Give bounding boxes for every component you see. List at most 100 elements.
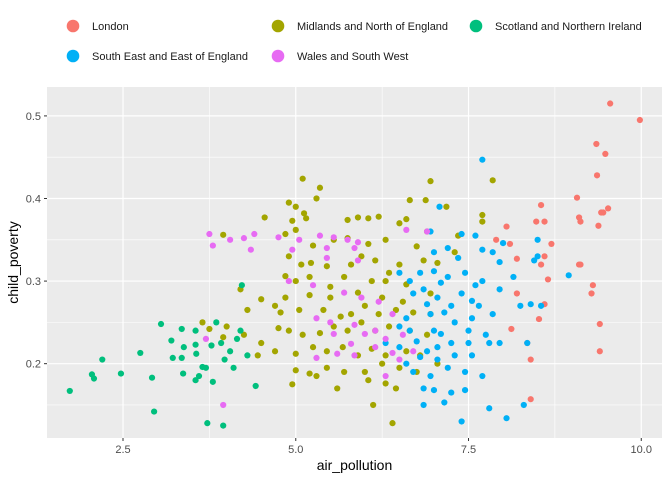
point-wales-and-south-west	[206, 230, 213, 238]
point-scotland-and-northern-ireland	[202, 364, 210, 371]
point-london	[527, 396, 534, 403]
point-scotland-and-northern-ireland	[218, 339, 225, 347]
point-south-east-and-east-of-england	[486, 405, 493, 412]
point-south-east-and-east-of-england	[410, 290, 417, 297]
point-midlands-and-north-of-england	[339, 344, 346, 351]
point-south-east-and-east-of-england	[489, 249, 496, 256]
point-midlands-and-north-of-england	[334, 385, 341, 392]
point-south-east-and-east-of-england	[410, 368, 417, 376]
point-midlands-and-north-of-england	[375, 213, 382, 220]
point-wales-and-south-west	[351, 352, 358, 359]
point-wales-and-south-west	[240, 235, 248, 242]
point-midlands-and-north-of-england	[298, 261, 305, 268]
point-london	[506, 240, 514, 248]
point-wales-and-south-west	[296, 236, 303, 243]
point-midlands-and-north-of-england	[330, 323, 337, 330]
point-wales-and-south-west	[354, 239, 362, 246]
point-south-east-and-east-of-england	[517, 302, 524, 309]
point-south-east-and-east-of-england	[496, 339, 503, 347]
point-south-east-and-east-of-england	[448, 302, 455, 309]
point-london	[503, 223, 510, 230]
point-south-east-and-east-of-england	[565, 272, 572, 279]
point-south-east-and-east-of-england	[461, 386, 469, 394]
point-midlands-and-north-of-england	[341, 273, 348, 281]
point-south-east-and-east-of-england	[496, 258, 503, 266]
y-tick-label: 0.2	[26, 359, 41, 371]
point-midlands-and-north-of-england	[261, 214, 268, 221]
point-wales-and-south-west	[220, 401, 227, 409]
point-scotland-and-northern-ireland	[66, 387, 73, 395]
point-wales-and-south-west	[202, 335, 210, 342]
point-midlands-and-north-of-england	[361, 368, 368, 376]
point-midlands-and-north-of-england	[282, 273, 289, 280]
point-midlands-and-north-of-england	[309, 344, 317, 351]
point-wales-and-south-west	[341, 289, 348, 296]
point-london	[589, 282, 596, 289]
point-south-east-and-east-of-england	[403, 360, 410, 367]
point-scotland-and-northern-ireland	[157, 320, 165, 328]
point-scotland-and-northern-ireland	[148, 374, 156, 381]
point-midlands-and-north-of-england	[306, 370, 313, 377]
point-midlands-and-north-of-england	[306, 292, 313, 299]
point-midlands-and-north-of-england	[289, 381, 296, 388]
point-midlands-and-north-of-england	[399, 298, 406, 305]
point-midlands-and-north-of-england	[285, 327, 292, 334]
point-scotland-and-northern-ireland	[178, 354, 185, 361]
point-midlands-and-north-of-england	[223, 323, 230, 330]
data-points	[66, 100, 643, 429]
point-london	[607, 100, 614, 107]
point-london	[636, 116, 643, 124]
point-wales-and-south-west	[351, 244, 358, 252]
point-wales-and-south-west	[372, 327, 379, 334]
point-midlands-and-north-of-england	[323, 263, 330, 270]
point-midlands-and-north-of-england	[285, 199, 292, 206]
point-midlands-and-north-of-england	[379, 294, 386, 301]
point-south-east-and-east-of-england	[534, 253, 541, 260]
point-london	[535, 315, 543, 323]
point-london	[548, 240, 555, 248]
point-midlands-and-north-of-england	[258, 339, 265, 347]
point-midlands-and-north-of-england	[451, 249, 458, 256]
point-midlands-and-north-of-england	[199, 319, 206, 326]
point-south-east-and-east-of-england	[430, 268, 438, 275]
point-midlands-and-north-of-england	[427, 178, 434, 185]
point-scotland-and-northern-ireland	[180, 370, 187, 377]
point-south-east-and-east-of-england	[413, 338, 420, 345]
legend-item-wales-and-south-west: Wales and South West	[271, 49, 408, 63]
point-midlands-and-north-of-england	[358, 253, 365, 260]
point-london	[513, 255, 520, 262]
point-london	[493, 236, 500, 243]
legend-key	[66, 49, 80, 63]
point-london	[513, 290, 520, 297]
point-south-east-and-east-of-england	[468, 315, 476, 322]
point-south-east-and-east-of-england	[465, 339, 472, 347]
point-wales-and-south-west	[313, 315, 320, 322]
point-midlands-and-north-of-england	[368, 277, 375, 285]
point-london	[596, 320, 603, 328]
point-midlands-and-north-of-england	[382, 352, 389, 359]
point-midlands-and-north-of-england	[403, 216, 410, 223]
point-south-east-and-east-of-england	[448, 389, 455, 396]
point-midlands-and-north-of-england	[382, 380, 389, 387]
point-wales-and-south-west	[323, 254, 330, 262]
point-scotland-and-northern-ireland	[137, 349, 144, 357]
point-wales-and-south-west	[334, 350, 341, 357]
point-midlands-and-north-of-england	[479, 218, 486, 225]
point-south-east-and-east-of-england	[472, 232, 479, 239]
point-london	[605, 205, 612, 212]
point-midlands-and-north-of-england	[489, 177, 496, 184]
point-midlands-and-north-of-england	[254, 352, 261, 359]
point-wales-and-south-west	[313, 354, 320, 361]
point-wales-and-south-west	[344, 236, 351, 243]
point-wales-and-south-west	[323, 244, 330, 252]
point-midlands-and-north-of-england	[307, 259, 315, 267]
point-scotland-and-northern-ireland	[151, 408, 158, 415]
point-wales-and-south-west	[247, 246, 254, 253]
point-south-east-and-east-of-england	[475, 302, 482, 309]
point-midlands-and-north-of-england	[347, 261, 355, 268]
point-midlands-and-north-of-england	[292, 367, 299, 374]
legend-label: Wales and South West	[297, 51, 408, 63]
point-midlands-and-north-of-england	[422, 197, 429, 204]
point-midlands-and-north-of-england	[365, 215, 372, 222]
point-midlands-and-north-of-england	[344, 327, 351, 334]
